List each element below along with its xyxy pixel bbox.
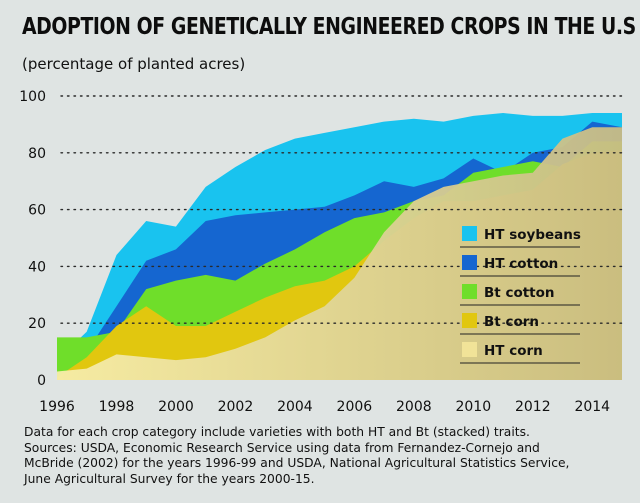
y-tick-label: 100 [19, 89, 46, 105]
y-tick-label: 0 [37, 373, 46, 389]
legend-label-bt-cotton: Bt cotton [484, 285, 555, 301]
note-line: Data for each crop category include vari… [24, 425, 530, 439]
y-tick-label: 20 [28, 316, 46, 332]
note-line: June Agricultural Survey for the years 2… [24, 471, 315, 486]
legend-label-ht-corn: HT corn [484, 343, 543, 359]
x-tick-label: 2014 [574, 399, 610, 415]
x-tick-label: 2012 [515, 399, 551, 415]
y-tick-label: 60 [28, 203, 46, 219]
x-tick-label: 2010 [455, 399, 491, 415]
x-tick-label: 2004 [277, 399, 313, 415]
x-tick-label: 2000 [158, 399, 194, 415]
legend-label-bt-corn: Bt corn [484, 314, 539, 330]
legend-swatch-bt-corn [462, 313, 477, 328]
chart-subtitle: (percentage of planted acres) [22, 55, 246, 73]
legend-label-ht-soybeans: HT soybeans [484, 227, 581, 243]
legend-swatch-ht-cotton [462, 255, 477, 270]
note-line: Sources: USDA, Economic Research Service… [24, 440, 540, 455]
x-tick-label: 1996 [39, 399, 75, 415]
y-tick-label: 40 [28, 259, 46, 275]
legend-swatch-ht-corn [462, 342, 477, 357]
legend-swatch-ht-soybeans [462, 226, 477, 241]
x-tick-label: 2002 [218, 399, 254, 415]
x-tick-label: 2008 [396, 399, 432, 415]
legend-label-ht-cotton: HT cotton [484, 256, 558, 272]
chart-notes: Data for each crop category include vari… [24, 425, 624, 487]
y-tick-label: 80 [28, 146, 46, 162]
x-tick-label: 1998 [99, 399, 135, 415]
chart-title: ADOPTION OF GENETICALLY ENGINEERED CROPS… [22, 14, 636, 40]
x-tick-label: 2006 [337, 399, 373, 415]
note-line: McBride (2002) for the years 1996-99 and… [24, 456, 570, 470]
area-ht-corn [57, 127, 622, 380]
legend-swatch-bt-cotton [462, 284, 477, 299]
